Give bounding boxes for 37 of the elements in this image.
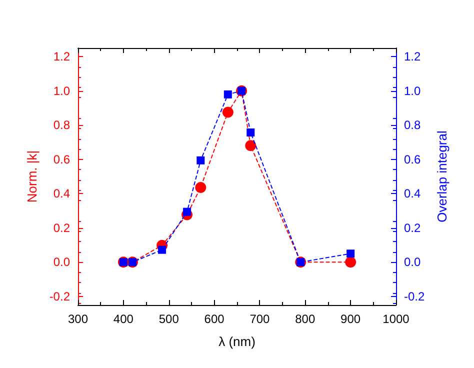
y-tick-label: 0.6	[53, 152, 70, 166]
y-tick-label: 0.8	[53, 118, 70, 132]
point	[195, 182, 206, 193]
y2-tick-label: 0.0	[404, 255, 422, 270]
x-tick-label: 400	[113, 312, 134, 326]
y2-axis-title: Overlap integral	[434, 130, 450, 222]
y-tick-label: -0.2	[49, 289, 70, 304]
point	[346, 250, 355, 258]
y2-tick-label: 1.2	[404, 50, 422, 64]
y-tick-label: 0.2	[53, 220, 70, 235]
y2-tick-label: 0.6	[404, 152, 422, 166]
y-tick-label: 0.4	[53, 186, 70, 201]
point	[224, 90, 232, 98]
y2-tick-label: 0.8	[404, 118, 422, 132]
point	[158, 246, 166, 254]
y2-tick-label: 1.0	[404, 84, 422, 98]
x-tick-label: 500	[158, 312, 180, 326]
x-tick-label: 900	[340, 312, 361, 326]
y2-tick-label: 0.2	[404, 220, 422, 235]
x-tick-label: 700	[250, 312, 270, 326]
y-tick-label: 1.0	[53, 84, 70, 98]
point	[245, 140, 256, 152]
y-axis-title: Norm. |k|	[24, 150, 40, 203]
point	[222, 106, 234, 118]
point	[246, 128, 255, 136]
x-axis-title: λ (nm)	[218, 334, 256, 349]
point	[196, 156, 205, 164]
y-tick-label: 1.2	[53, 50, 70, 64]
y2-tick-label: -0.2	[404, 289, 426, 304]
x-tick-label: 1000	[382, 312, 410, 326]
x-tick-label: 300	[68, 312, 88, 326]
y2-tick-label: 0.4	[404, 186, 422, 201]
x-tick-label: 600	[204, 312, 225, 326]
point	[345, 256, 356, 268]
y-tick-label: 0.0	[53, 255, 70, 270]
point	[183, 208, 192, 216]
x-tick-label: 800	[295, 312, 316, 326]
